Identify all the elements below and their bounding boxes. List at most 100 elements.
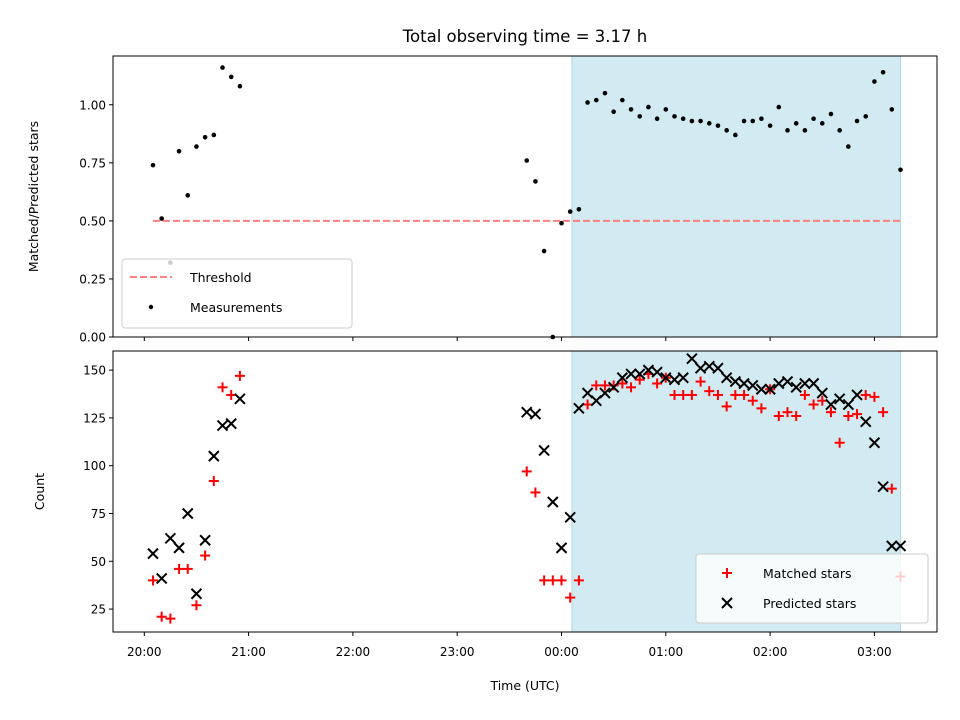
- matched-point: [730, 389, 741, 400]
- cross-stroke: [607, 381, 620, 394]
- ratio-legend-box: [121, 258, 353, 329]
- cross-stroke: [155, 572, 168, 585]
- matched-point: [165, 613, 176, 624]
- cross-stroke: [234, 393, 246, 405]
- predicted-point: [547, 496, 559, 508]
- measurement-point: [628, 107, 634, 112]
- ratio-panel-frame: [112, 55, 938, 338]
- predicted-point: [842, 398, 855, 411]
- predicted-point: [686, 352, 698, 365]
- cross-stroke: [886, 540, 898, 552]
- measurement-point: [793, 121, 799, 126]
- predicted-point: [807, 377, 820, 390]
- matched-point: [756, 403, 767, 414]
- measurement-point: [802, 128, 808, 133]
- matched-point: [582, 399, 593, 410]
- measurement-point: [863, 114, 869, 119]
- measurement-point: [159, 216, 164, 221]
- cross-stroke: [147, 547, 159, 560]
- cross-stroke: [877, 481, 889, 493]
- cross-stroke: [790, 381, 802, 394]
- matched-point: [799, 389, 810, 400]
- measurement-point: [889, 107, 895, 112]
- predicted-point: [729, 375, 742, 388]
- predicted-point: [703, 360, 715, 372]
- cross-stroke: [860, 416, 872, 428]
- cross-stroke: [547, 496, 559, 508]
- cross-stroke: [581, 387, 594, 399]
- x-tick-label: 03:00: [857, 645, 892, 659]
- count-legend-box: [695, 553, 929, 624]
- observing-window-shade: [571, 55, 901, 338]
- cross-stroke: [616, 372, 629, 384]
- cross-stroke: [825, 398, 837, 411]
- matched-point: [217, 382, 228, 393]
- y-tick-label: 0.50: [79, 214, 106, 228]
- predicted-point: [616, 372, 629, 384]
- count-panel-frame: [112, 350, 938, 633]
- predicted-point: [529, 408, 542, 420]
- legend-matched-swatch: [722, 568, 732, 578]
- x-tick-label: 00:00: [544, 645, 579, 659]
- measurement-point: [680, 116, 686, 122]
- matched-point: [704, 386, 715, 397]
- measurement-point: [637, 114, 643, 119]
- cross-stroke: [738, 377, 750, 390]
- legend-matched-label: Matched stars: [763, 566, 851, 581]
- cross-stroke: [755, 383, 768, 395]
- cross-stroke: [660, 372, 672, 384]
- measurement-point: [176, 148, 182, 154]
- cross-stroke: [190, 588, 203, 600]
- y-tick-label: 0.75: [79, 156, 106, 170]
- x-tick-label: 23:00: [440, 645, 475, 659]
- cross-stroke: [625, 368, 637, 380]
- measurement-point: [715, 123, 721, 128]
- matched-point: [156, 611, 167, 622]
- measurement-point: [237, 83, 243, 89]
- predicted-point: [894, 540, 907, 552]
- measurement-point: [593, 97, 599, 103]
- measurement-point: [741, 118, 747, 124]
- measurement-point: [872, 79, 877, 84]
- predicted-point: [147, 547, 159, 560]
- predicted-point: [781, 375, 794, 388]
- cross-stroke: [529, 408, 542, 420]
- cross-stroke: [677, 372, 689, 384]
- predicted-point: [199, 534, 211, 546]
- predicted-point: [833, 393, 846, 405]
- matched-point: [852, 409, 863, 420]
- matched-point: [208, 475, 219, 486]
- measurement-point: [819, 121, 825, 126]
- cross-stroke: [538, 444, 550, 457]
- cross-stroke: [216, 419, 229, 432]
- predicted-point: [651, 366, 663, 378]
- matched-point: [573, 575, 584, 586]
- x-tick-label: 02:00: [753, 645, 788, 659]
- predicted-point: [555, 542, 568, 554]
- matched-point: [817, 395, 828, 406]
- measurement-point: [228, 74, 234, 80]
- legend-predicted-label: Predicted stars: [763, 596, 856, 611]
- matched-point: [747, 395, 758, 406]
- matched-point: [712, 389, 723, 400]
- predicted-point: [720, 372, 733, 384]
- matched-point: [791, 410, 802, 421]
- predicted-point: [625, 368, 637, 380]
- matched-point: [686, 389, 697, 400]
- count-points: [147, 352, 907, 624]
- matched-point: [669, 389, 680, 400]
- predicted-point: [599, 387, 611, 399]
- legend-measurements-swatch: [148, 304, 154, 310]
- cross-stroke: [773, 377, 785, 390]
- predicted-point: [790, 381, 802, 394]
- count-y-axis-label: Count: [32, 473, 47, 510]
- cross-stroke: [833, 393, 846, 405]
- measurement-point: [220, 65, 225, 70]
- measurement-point: [733, 132, 738, 138]
- cross-stroke: [173, 542, 185, 554]
- cross-stroke: [747, 379, 759, 392]
- matched-point: [200, 550, 211, 561]
- cross-stroke: [851, 389, 863, 401]
- count-y-ticks: 25 50 75 100 125 150: [83, 364, 113, 617]
- matched-point: [565, 592, 576, 603]
